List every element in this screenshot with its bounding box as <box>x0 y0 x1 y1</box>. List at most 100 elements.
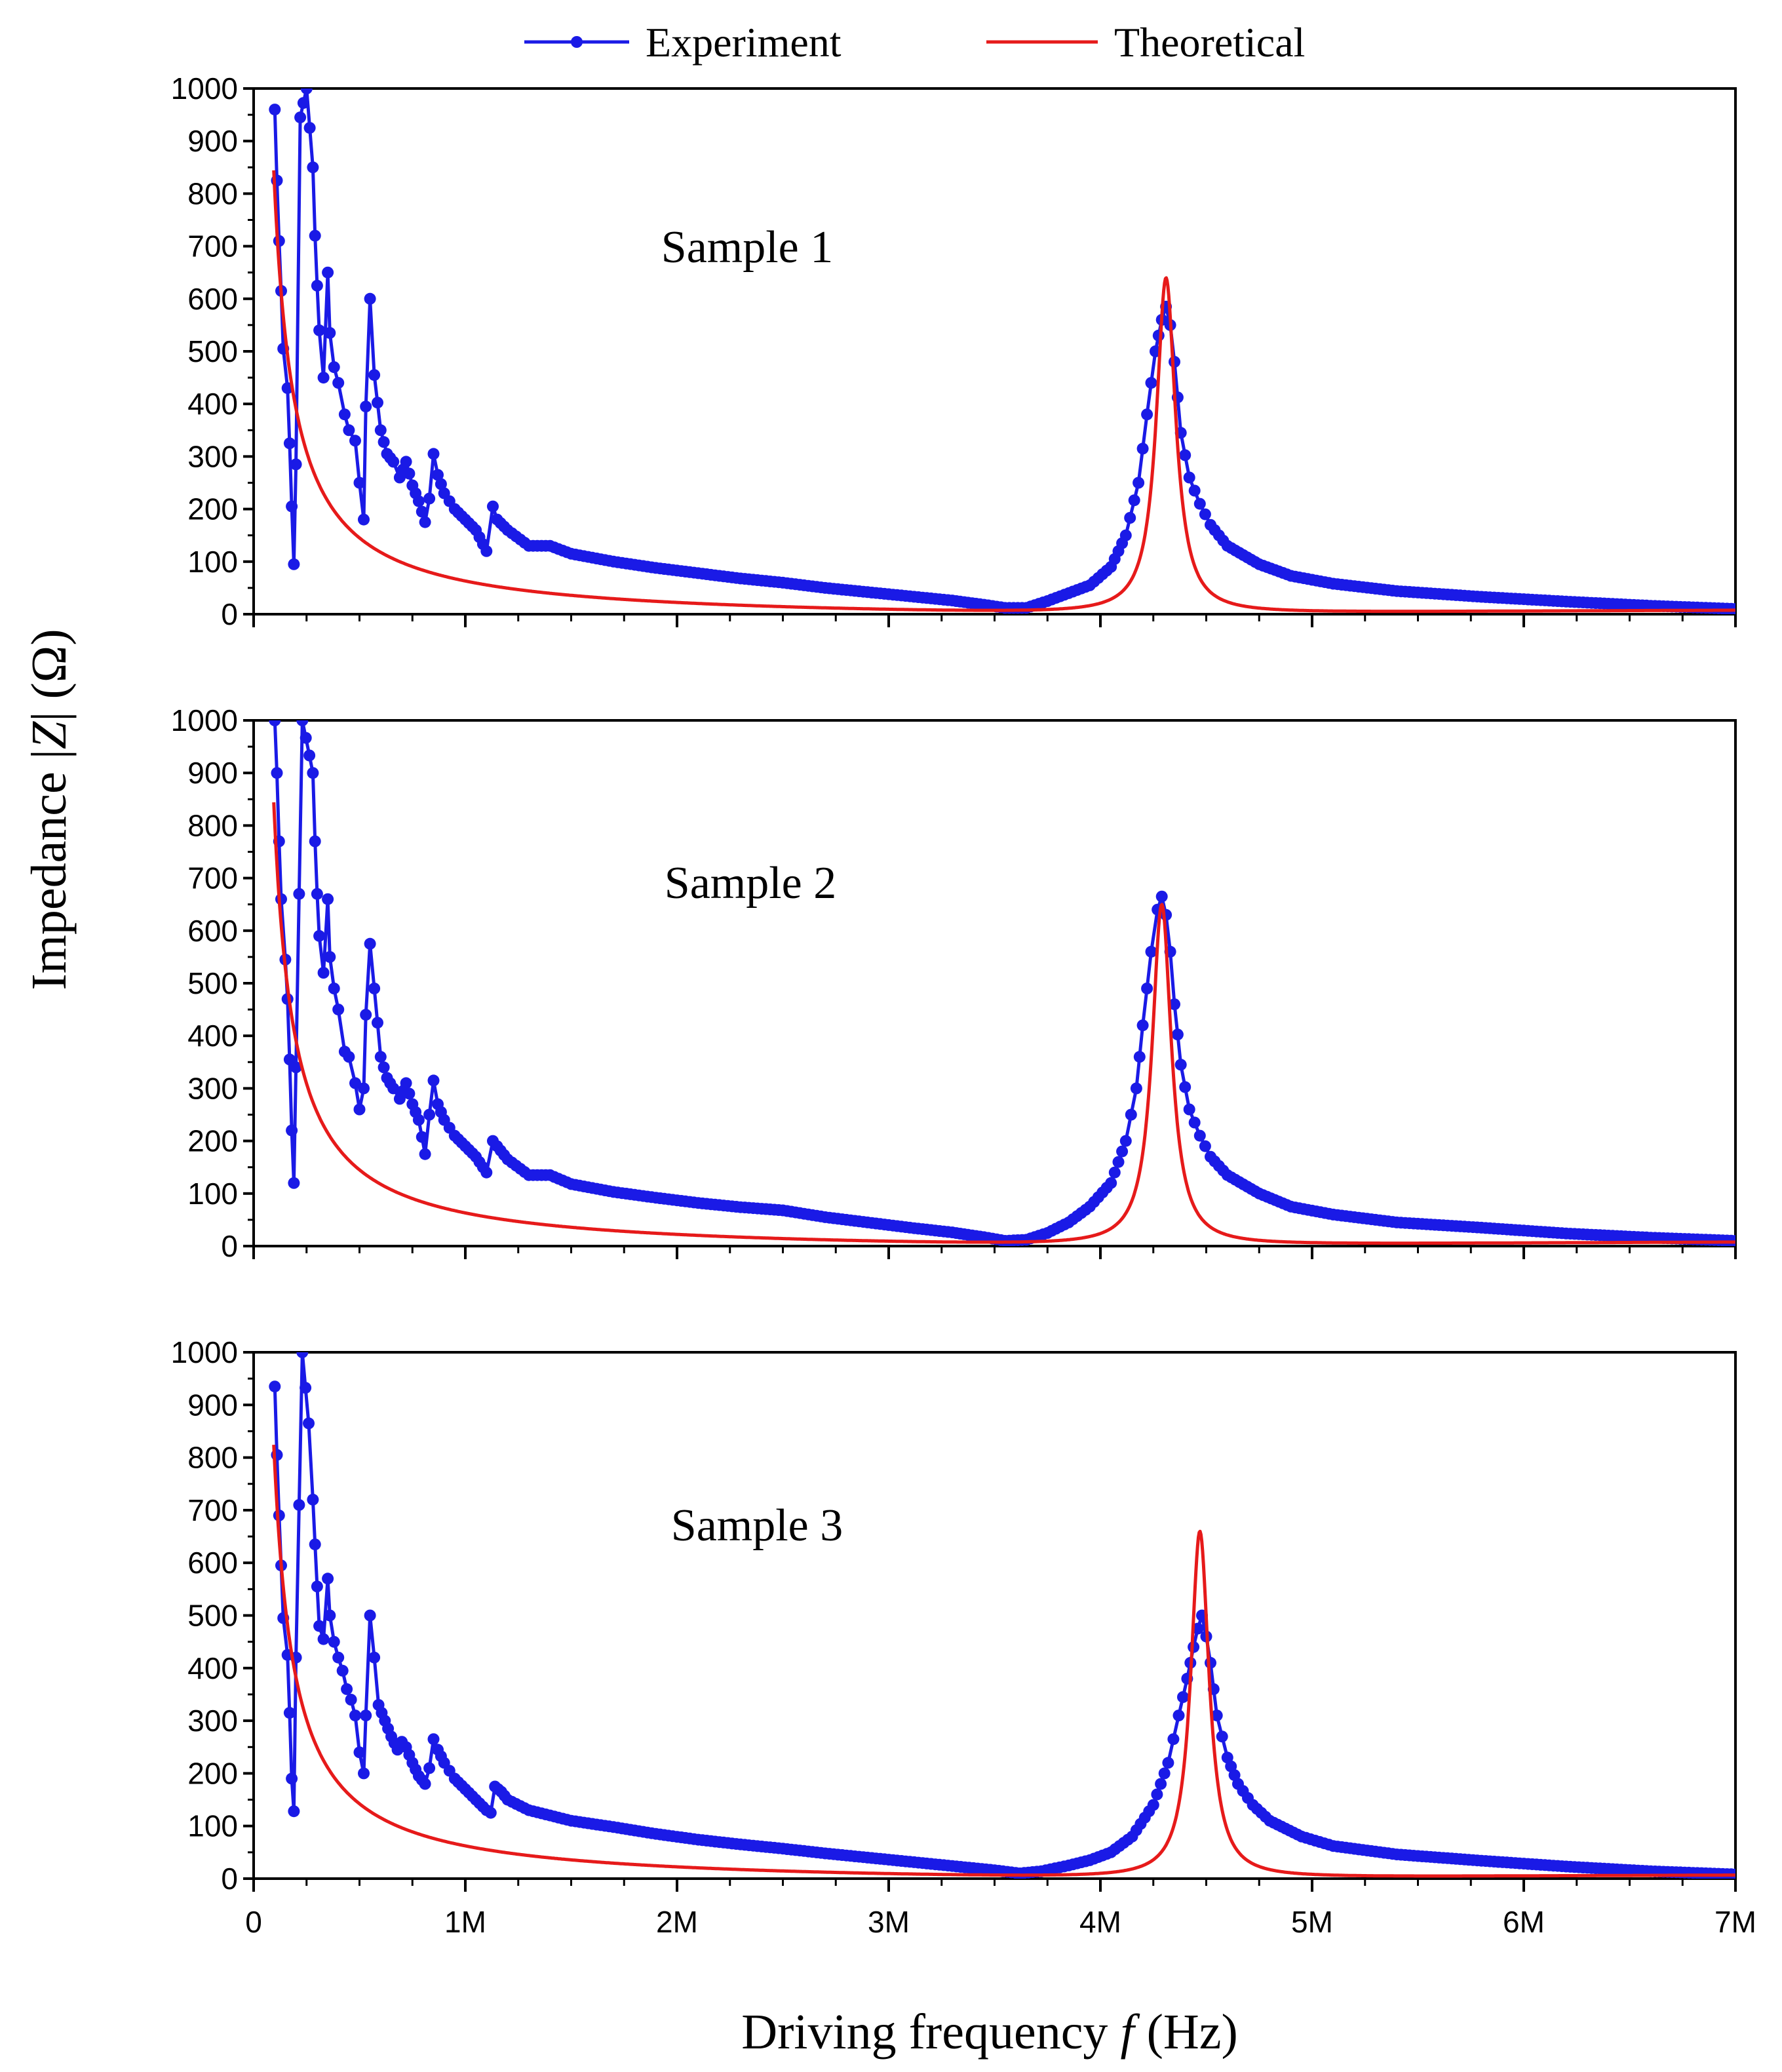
experiment-point <box>360 1009 372 1021</box>
y-tick-label: 300 <box>187 1704 238 1738</box>
experiment-point <box>364 937 376 950</box>
y-tick-label: 800 <box>187 1441 238 1475</box>
experiment-point <box>368 983 381 994</box>
experiment-point <box>1158 1767 1171 1780</box>
legend-experiment-label: Experiment <box>646 19 842 66</box>
experiment-point <box>1169 998 1180 1011</box>
experiment-point <box>296 720 309 726</box>
x-tick-label: 6M <box>1503 1905 1545 1939</box>
experiment-point <box>288 1805 300 1818</box>
y-tick-label: 900 <box>187 124 238 158</box>
panel-sample-3: 0 100 200 300 400 500 600 700 800 900 1000 0 1M 2M 3M 4… <box>171 1335 1756 1939</box>
y-tick-label: 600 <box>187 282 238 316</box>
y-tick-label: 200 <box>187 1124 238 1158</box>
experiment-point <box>269 104 281 116</box>
experiment-point <box>1174 1059 1187 1071</box>
experiment-point <box>307 767 319 779</box>
experiment-point <box>269 720 281 726</box>
y-tick-label: 400 <box>187 1019 238 1053</box>
experiment-point <box>423 1108 436 1121</box>
experiment-point <box>480 545 493 557</box>
experiment-point <box>1199 1140 1211 1152</box>
experiment-point <box>288 1177 300 1189</box>
experiment-point <box>322 1573 334 1585</box>
experiment-point <box>332 377 345 389</box>
experiment-point <box>1216 1730 1228 1743</box>
experiment-point <box>1183 471 1195 484</box>
panel-sample-2: 0 100 200 300 400 500 600 700 800 900 1000 Sample 2 <box>171 703 1737 1263</box>
experiment-point <box>1145 377 1157 389</box>
y-tick-label: 500 <box>187 966 238 1000</box>
experiment-point <box>358 513 370 526</box>
experiment-point <box>1211 1710 1223 1722</box>
experiment-point <box>1155 890 1168 903</box>
experiment-point <box>294 111 307 124</box>
experiment-point <box>313 929 326 942</box>
experiment-point <box>324 950 336 963</box>
experiment-point <box>1177 1691 1189 1703</box>
experiment-line <box>273 88 1735 611</box>
experiment-point <box>1147 1799 1159 1811</box>
experiment-point <box>1112 1156 1125 1168</box>
experiment-point <box>416 1131 428 1143</box>
y-tick-label: 800 <box>187 176 238 210</box>
experiment-point <box>349 1077 361 1089</box>
experiment-point <box>1179 1081 1191 1093</box>
experiment-point <box>400 456 412 468</box>
experiment-point <box>419 1778 431 1790</box>
experiment-point <box>1179 449 1191 461</box>
experiment-point <box>412 1114 425 1126</box>
experiment-point <box>300 88 313 94</box>
experiment-point <box>372 397 383 409</box>
experiment-point <box>374 1051 387 1063</box>
experiment-point <box>416 505 428 518</box>
experiment-point <box>332 1651 345 1664</box>
experiment-point <box>419 1148 431 1160</box>
y-tick-label: 100 <box>187 1177 238 1211</box>
experiment-point <box>286 1772 298 1785</box>
experiment-point <box>336 1664 349 1677</box>
experiment-point <box>1151 1788 1163 1801</box>
y-tick-label: 200 <box>187 1756 238 1790</box>
experiment-point <box>293 888 305 900</box>
experiment-point <box>364 292 376 305</box>
x-tick-label: 3M <box>868 1905 910 1939</box>
panel-sample-1: 0 100 200 300 400 500 600 700 800 900 1000 Sample 1 <box>171 71 1737 631</box>
experiment-point <box>309 229 321 242</box>
y-tick-label: 600 <box>187 1546 238 1580</box>
experiment-point <box>338 408 351 421</box>
experiment-point <box>1152 329 1165 342</box>
y-tick-label: 100 <box>187 1809 238 1843</box>
experiment-point <box>1188 484 1201 497</box>
experiment-point <box>328 361 340 374</box>
experiment-point <box>1191 1622 1204 1635</box>
sample-label: Sample 2 <box>665 858 836 909</box>
experiment-point <box>309 835 321 848</box>
experiment-point <box>1105 1177 1117 1189</box>
experiment-point <box>360 1710 372 1722</box>
experiment-point <box>432 469 444 481</box>
experiment-point <box>311 888 323 900</box>
experiment-line <box>273 720 1735 1243</box>
experiment-point <box>1125 1108 1137 1121</box>
y-tick-label: 200 <box>187 492 238 526</box>
experiment-point <box>283 437 296 450</box>
experiment-point <box>1136 442 1149 455</box>
experiment-point <box>387 456 400 468</box>
experiment-point <box>364 1609 376 1622</box>
experiment-point <box>435 478 447 490</box>
experiment-point <box>290 1061 302 1074</box>
experiment-point <box>269 1380 281 1393</box>
experiment-point <box>1133 1051 1146 1063</box>
experiment-point <box>303 1417 315 1430</box>
experiment-point <box>1155 1778 1167 1790</box>
x-tick-label: 5M <box>1291 1905 1333 1939</box>
theoretical-line <box>272 1444 1735 1878</box>
experiment-point <box>423 1762 436 1774</box>
experiment-point <box>480 1166 493 1179</box>
experiment-point <box>1183 1103 1195 1116</box>
legend-theoretical-label: Theoretical <box>1114 19 1305 66</box>
y-tick-label: 300 <box>187 1071 238 1105</box>
experiment-point <box>358 1082 370 1095</box>
experiment-point <box>423 492 436 505</box>
